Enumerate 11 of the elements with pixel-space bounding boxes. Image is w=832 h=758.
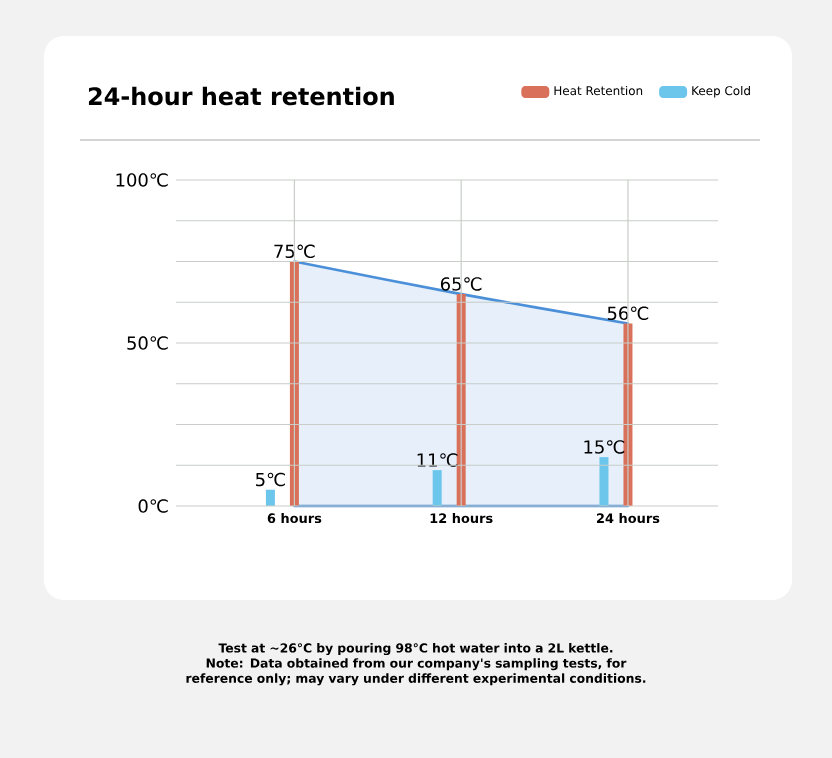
bar — [265, 489, 275, 507]
y-tick-label: 100℃ — [116, 173, 168, 187]
y-tick-label: 50℃ — [127, 336, 168, 350]
data-label: 65℃ — [440, 277, 482, 291]
data-label: 56℃ — [607, 306, 649, 321]
data-label: 5℃ — [256, 472, 285, 487]
data-label: 75℃ — [274, 244, 315, 259]
bar — [432, 470, 442, 507]
bar — [599, 457, 609, 507]
chart-title: 24-hour heat retention — [88, 86, 394, 106]
y-tick-label: 0℃ — [138, 499, 168, 513]
